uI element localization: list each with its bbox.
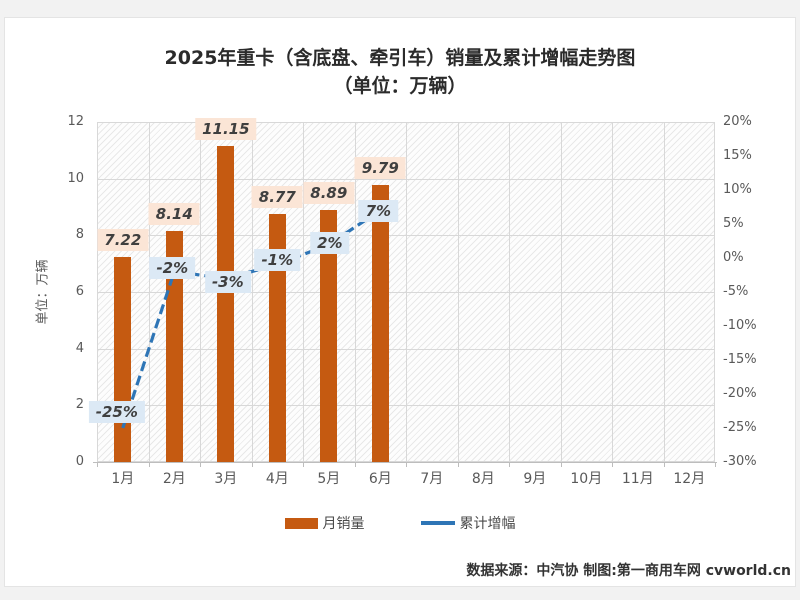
x-axis-label: 7月 — [420, 471, 444, 487]
left-axis-tick: 6 — [75, 284, 84, 299]
bar-value-label: 8.14 — [148, 203, 200, 226]
gridline-vertical — [149, 122, 150, 462]
x-axis-tick — [148, 462, 150, 467]
x-axis-label: 6月 — [368, 471, 392, 487]
left-axis-tick: 12 — [67, 114, 84, 129]
line-point-label: -2% — [149, 256, 196, 279]
x-axis-tick — [663, 462, 665, 467]
bar-value-label: 9.79 — [354, 156, 406, 179]
source-note: 数据来源：中汽协 制图:第一商用车网 cvworld.cn — [466, 563, 791, 579]
right-axis-tick: 20% — [723, 114, 752, 129]
x-axis-label: 4月 — [265, 471, 289, 487]
legend-label: 累计增幅 — [459, 516, 516, 532]
gridline-vertical — [355, 122, 356, 462]
x-axis-label: 12月 — [673, 471, 706, 487]
x-axis-label: 2月 — [162, 471, 186, 487]
line-point-label: -1% — [254, 248, 301, 271]
gridline-vertical — [303, 122, 304, 462]
bar-value-label: 8.89 — [303, 182, 355, 205]
right-axis-tick: -30% — [723, 454, 757, 469]
bar-value-label: 8.77 — [251, 185, 303, 208]
x-axis-tick — [612, 462, 613, 467]
x-axis-label: 5月 — [317, 471, 341, 487]
legend-item-line: 累计增幅 — [420, 513, 516, 533]
left-axis-tick: 10 — [67, 170, 84, 186]
legend-label: 月销量 — [322, 516, 365, 532]
right-axis-tick: 5% — [723, 216, 744, 231]
right-axis-tick: -5% — [723, 284, 749, 299]
gridline-vertical — [252, 122, 253, 462]
sales-bar — [165, 231, 183, 462]
chart-title: 2025年重卡（含底盘、牵引车）销量及累计增幅走势图 （单位：万辆） — [0, 44, 800, 100]
x-axis-label: 9月 — [523, 471, 547, 487]
left-axis-tick: 4 — [75, 340, 84, 356]
x-axis-tick — [303, 462, 304, 467]
right-axis-tick: -10% — [723, 318, 757, 333]
sales-bar — [320, 210, 338, 462]
x-axis-tick — [560, 462, 562, 467]
x-axis-tick — [97, 462, 98, 467]
right-axis-tick: 0% — [723, 250, 744, 265]
gridline-vertical — [612, 122, 613, 462]
gridline-vertical — [561, 122, 562, 462]
gridline-vertical — [509, 122, 510, 462]
line-point-label: -25% — [88, 401, 145, 423]
x-axis-tick — [251, 462, 253, 467]
x-axis-tick — [200, 462, 201, 467]
left-axis-tick: 8 — [75, 227, 84, 243]
x-axis-label: 8月 — [471, 471, 495, 487]
gridline-vertical — [664, 122, 665, 462]
bar-value-label: 11.15 — [195, 118, 257, 141]
gridline-vertical — [406, 122, 407, 462]
line-point-label: 7% — [358, 200, 399, 223]
line-point-label: -3% — [204, 271, 251, 294]
right-axis-tick: 10% — [723, 182, 752, 197]
sales-bar — [268, 213, 286, 462]
right-axis-tick: -15% — [723, 352, 757, 367]
x-axis-tick — [715, 462, 716, 467]
x-axis-label: 3月 — [214, 471, 238, 487]
line-point-label: 2% — [310, 232, 350, 255]
x-axis-label: 10月 — [570, 471, 603, 487]
sales-bar — [371, 184, 389, 462]
left-axis-tick: 2 — [75, 397, 84, 413]
gridline-vertical — [97, 122, 98, 462]
right-axis-tick: 15% — [723, 148, 752, 163]
right-axis-tick: -25% — [723, 420, 757, 435]
gridline-vertical — [200, 122, 201, 462]
left-axis-tick: 0 — [75, 454, 84, 469]
x-axis-tick — [509, 462, 510, 467]
legend-item-bar: 月销量 — [284, 513, 365, 533]
x-axis-tick — [457, 462, 459, 467]
chart-title-line2: （单位：万辆） — [333, 75, 467, 97]
x-axis-label: 1月 — [111, 471, 135, 487]
x-axis-tick — [406, 462, 407, 467]
x-axis-label: 11月 — [621, 471, 654, 487]
line-swatch-icon — [420, 521, 455, 525]
chart-title-line1: 2025年重卡（含底盘、牵引车）销量及累计增幅走势图 — [164, 47, 636, 69]
gridline-vertical — [458, 122, 459, 462]
right-axis-tick: -20% — [723, 386, 757, 401]
legend: 月销量 累计增幅 — [0, 513, 800, 533]
x-axis-line — [93, 462, 717, 463]
bar-value-label: 7.22 — [97, 229, 149, 252]
bar-swatch-icon — [284, 517, 318, 529]
x-axis-tick — [354, 462, 356, 467]
gridline-vertical — [714, 122, 715, 462]
sales-bar — [217, 146, 235, 462]
plot-area: -25% -2% -3% -1% 2% 7% 7.22 8.14 11.15 8.77 8.89 9… — [88, 118, 715, 462]
growth-line — [121, 209, 382, 429]
